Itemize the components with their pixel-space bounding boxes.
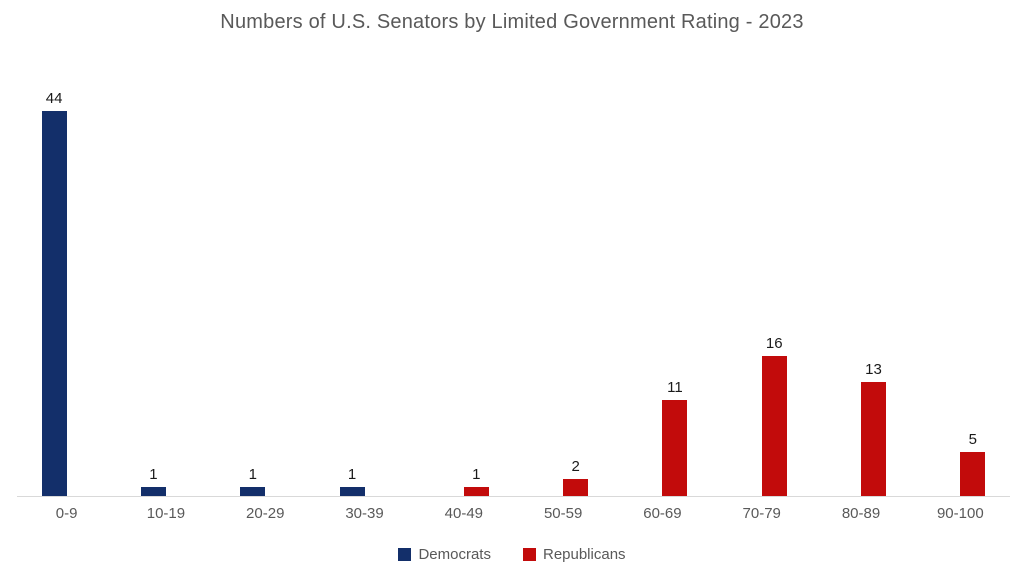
- x-tick-label: 0-9: [55, 505, 78, 522]
- bar-republicans-60-69: [662, 399, 688, 496]
- category-slot-10-19: 1: [116, 466, 215, 496]
- bar-republicans-90-100: [960, 452, 986, 496]
- legend-item-democrats: Democrats: [398, 546, 491, 563]
- category-slot-90-100: 5: [911, 431, 1010, 496]
- bar-democrats-30-39: [339, 487, 365, 496]
- data-label: 13: [865, 361, 882, 379]
- data-label: 2: [571, 457, 580, 475]
- category-slot-40-49: 1: [414, 466, 513, 496]
- data-label: 16: [765, 335, 783, 352]
- category-slot-30-39: 1: [315, 466, 414, 496]
- category-slot-80-89: 13: [811, 361, 910, 496]
- bar-democrats-0-9: [41, 111, 67, 496]
- bar-group-republicans: 1: [463, 466, 489, 496]
- x-tick-label: 50-59: [543, 505, 583, 522]
- x-tick-label: 10-19: [146, 505, 186, 522]
- data-label: 11: [667, 378, 683, 396]
- data-label: 1: [149, 466, 158, 484]
- bar-democrats-20-29: [240, 487, 266, 496]
- category-slot-60-69: 11: [613, 379, 712, 496]
- x-tick-label: 70-79: [742, 505, 781, 522]
- bar-group-republicans: 13: [861, 361, 887, 496]
- bar-republicans-80-89: [861, 382, 887, 496]
- legend-label: Republicans: [542, 546, 626, 563]
- category-slot-0-9: 44: [17, 90, 116, 496]
- bar-republicans-50-59: [563, 478, 589, 496]
- bar-group-republicans: 11: [662, 378, 688, 496]
- data-label: 1: [347, 466, 357, 484]
- bar-republicans-70-79: [761, 356, 787, 496]
- bar-group-democrats: 44: [41, 90, 67, 496]
- data-label: 5: [968, 431, 977, 449]
- category-slot-70-79: 16: [712, 335, 811, 496]
- category-slot-20-29: 1: [216, 466, 315, 496]
- bar-group-democrats: 1: [339, 466, 365, 496]
- x-axis: 0-9 10-19 20-29 30-39 40-49 50-59 60-69 70-79 80…: [17, 497, 1010, 522]
- data-label: 44: [45, 90, 63, 107]
- bar-group-republicans: 16: [761, 335, 787, 496]
- bar-group-republicans: 2: [563, 457, 589, 496]
- bar-group-republicans: 5: [960, 431, 986, 496]
- legend-label: Democrats: [418, 546, 491, 563]
- data-label: 1: [472, 466, 481, 484]
- legend: Democrats Republicans: [0, 546, 1024, 563]
- chart-title: Numbers of U.S. Senators by Limited Gove…: [220, 11, 804, 33]
- bar-democrats-10-19: [140, 487, 166, 496]
- legend-swatch: [398, 548, 412, 561]
- data-label: 1: [248, 466, 257, 484]
- legend-item-republicans: Republicans: [522, 546, 626, 563]
- x-tick-label: 80-89: [841, 505, 881, 522]
- plot-area: 44 1 1 1 1 2 11 16 13 5: [17, 35, 1010, 497]
- bar-republicans-40-49: [463, 487, 489, 496]
- x-tick-label: 60-69: [643, 505, 682, 522]
- category-slot-50-59: 2: [513, 457, 612, 496]
- bar-group-democrats: 1: [140, 466, 166, 496]
- legend-swatch: [522, 548, 536, 561]
- x-tick-label: 20-29: [246, 505, 285, 522]
- bar-group-democrats: 1: [240, 466, 266, 496]
- x-tick-label: 40-49: [444, 505, 484, 522]
- x-tick-label: 30-39: [345, 505, 384, 522]
- x-tick-label: 90-100: [936, 505, 984, 522]
